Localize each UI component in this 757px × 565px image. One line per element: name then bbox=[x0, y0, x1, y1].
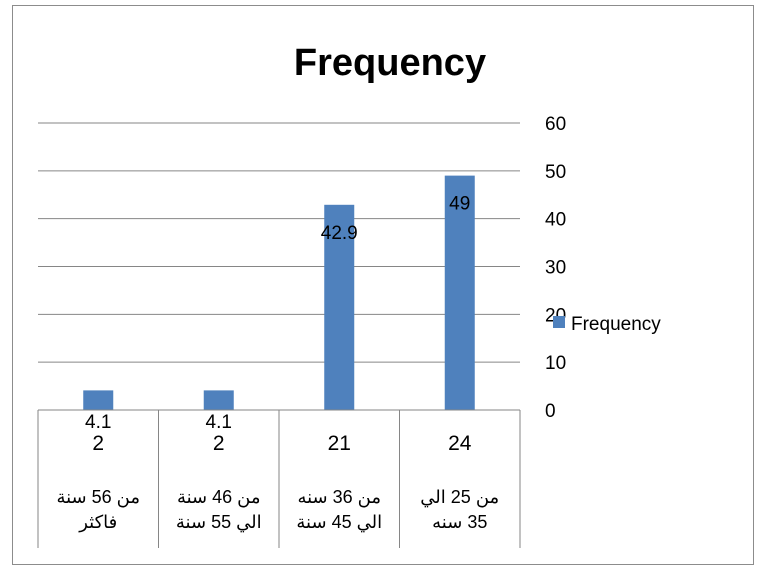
y-tick-label: 40 bbox=[545, 210, 566, 231]
y-tick-label: 60 bbox=[545, 114, 566, 135]
y-tick-label: 50 bbox=[545, 162, 566, 183]
chart-title: Frequency bbox=[294, 42, 486, 84]
table-value: 2 bbox=[92, 432, 104, 455]
category-label: من 46 سنة bbox=[177, 487, 261, 508]
category-label: فاكثر bbox=[78, 512, 117, 533]
data-labels: 4.1 4.1 42.9 49 bbox=[85, 194, 470, 433]
bar bbox=[83, 390, 114, 410]
bar bbox=[444, 175, 475, 410]
bar bbox=[203, 390, 234, 410]
category-label: من 36 سنه bbox=[297, 487, 381, 508]
data-label: 49 bbox=[449, 194, 470, 215]
bar bbox=[324, 204, 355, 410]
category-label: من 56 سنة bbox=[56, 487, 140, 508]
legend-label: Frequency bbox=[571, 314, 661, 335]
data-label: 42.9 bbox=[321, 223, 358, 244]
table-value: 21 bbox=[328, 432, 351, 455]
table-value: 2 bbox=[213, 432, 225, 455]
y-tick-label: 10 bbox=[545, 353, 566, 374]
category-label: 35 سنه bbox=[432, 512, 487, 532]
legend: Frequency bbox=[553, 314, 661, 335]
y-tick-label: 30 bbox=[545, 258, 566, 279]
gridlines bbox=[38, 122, 520, 411]
table-value: 24 bbox=[448, 432, 472, 455]
category-label: من 25 الي bbox=[420, 487, 499, 508]
data-label: 4.1 bbox=[206, 412, 232, 433]
data-table: 2 من 56 سنة فاكثر 2 من 46 سنة الي 55 سنة 21 من … bbox=[37, 409, 521, 548]
legend-swatch bbox=[553, 316, 565, 328]
category-label: الي 55 سنة bbox=[176, 512, 262, 533]
bars bbox=[83, 175, 475, 410]
category-label: الي 45 سنة bbox=[296, 512, 382, 533]
y-tick-label: 0 bbox=[545, 401, 556, 422]
data-label: 4.1 bbox=[85, 412, 111, 433]
